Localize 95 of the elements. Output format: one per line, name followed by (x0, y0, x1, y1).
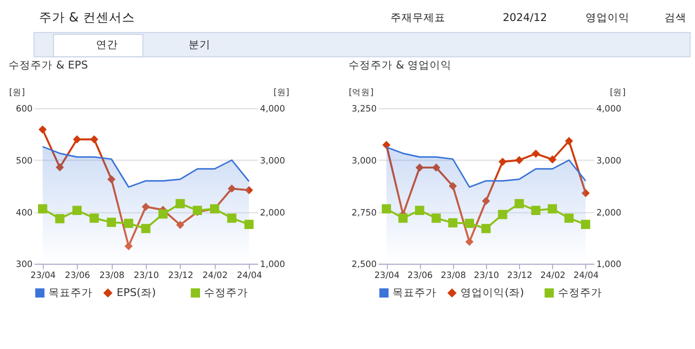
legend-label: 영업이익(좌) (460, 286, 524, 299)
x-tick-label: 24/04 (574, 270, 600, 281)
x-tick-label: 23/04 (374, 270, 400, 281)
legend-label: 목표주가 (392, 286, 437, 299)
y2-tick-label: 1,000 (260, 260, 286, 270)
point (124, 242, 133, 250)
x-tick-label: 24/02 (202, 270, 228, 281)
point (515, 156, 524, 164)
point (582, 189, 590, 198)
y-tick-label: 3,000 (352, 156, 377, 166)
x-tick-label: 23/08 (99, 270, 124, 281)
y-axis-title: [억원] (348, 88, 374, 98)
legend-label: 목표주가 (48, 286, 93, 299)
point (90, 214, 99, 223)
x-tick-label: 24/04 (236, 270, 263, 281)
point (465, 238, 474, 246)
legend-label: 수정주가 (204, 286, 248, 299)
point (415, 206, 424, 215)
x-tick-label: 23/10 (474, 270, 500, 281)
x-tick-label: 23/04 (30, 270, 56, 281)
y2-tick-label: 4,000 (260, 104, 286, 115)
point (55, 214, 64, 224)
point (106, 218, 116, 227)
text: 주재무제표 (390, 10, 446, 24)
point (158, 209, 168, 219)
point (56, 163, 64, 172)
y-tick-label: 400 (16, 208, 33, 218)
point (176, 199, 185, 208)
point (176, 220, 184, 229)
point (141, 224, 150, 234)
point (548, 155, 556, 164)
point (448, 182, 457, 190)
point (564, 214, 574, 223)
y-tick-label: 300 (16, 260, 33, 270)
point (72, 135, 82, 144)
point (514, 199, 524, 208)
x-tick-label: 23/06 (64, 270, 90, 281)
x-tick-label: 23/08 (440, 270, 466, 281)
point (244, 220, 254, 229)
y2-tick-label: 1,000 (596, 260, 622, 270)
y-tick-label: 3,250 (352, 104, 377, 115)
y2-tick-label: 3,000 (596, 156, 622, 166)
y-axis-title: [원] (9, 88, 25, 98)
text: 주가 & 컨센서스 (38, 10, 135, 25)
point (432, 214, 441, 223)
point (416, 164, 424, 172)
point (564, 136, 574, 146)
point (498, 210, 508, 220)
point (90, 135, 98, 144)
y-tick-label: 600 (16, 104, 33, 115)
point (432, 164, 440, 172)
y-tick-label: 500 (16, 156, 33, 166)
text: 연간 (96, 38, 118, 51)
point (72, 206, 82, 215)
x-tick-label: 23/10 (134, 270, 159, 281)
point (448, 218, 458, 228)
chart-title: 수정주가 & EPS (8, 58, 88, 72)
y2-tick-label: 2,000 (260, 208, 286, 218)
point (124, 218, 134, 228)
text: 검색 (664, 10, 687, 24)
x-tick-label: 23/06 (408, 270, 433, 281)
x-tick-label: 24/02 (540, 270, 566, 281)
text: 영업이익 (586, 10, 630, 24)
y2-axis-title: [원] (610, 88, 626, 98)
y2-axis-title: [원] (273, 88, 290, 98)
point (498, 158, 507, 166)
point (227, 214, 236, 223)
y2-tick-label: 3,000 (260, 156, 286, 166)
point (38, 125, 47, 134)
point (228, 184, 236, 193)
point (581, 220, 590, 229)
text: 분기 (188, 38, 210, 51)
point (464, 218, 474, 228)
point (481, 224, 491, 234)
y2-tick-label: 4,000 (596, 104, 622, 115)
legend-label: 수정주가 (558, 286, 602, 299)
point (531, 206, 540, 215)
point (38, 204, 48, 214)
point (482, 196, 490, 206)
chart-title: 수정주가 & 영업이익 (348, 58, 452, 72)
y-tick-label: 2,750 (352, 208, 377, 218)
point (107, 175, 116, 184)
point (382, 140, 390, 150)
point (548, 204, 558, 214)
y2-tick-label: 2,000 (596, 208, 622, 218)
y-tick-label: 2,500 (352, 260, 377, 270)
point (398, 214, 408, 223)
point (244, 186, 254, 194)
legend-label: EPS(좌) (116, 286, 156, 299)
x-tick-label: 23/12 (168, 270, 194, 281)
point (142, 202, 150, 211)
x-tick-label: 23/12 (507, 270, 532, 281)
point (382, 204, 392, 214)
text: 2024/12 (502, 10, 548, 24)
point (532, 150, 540, 158)
